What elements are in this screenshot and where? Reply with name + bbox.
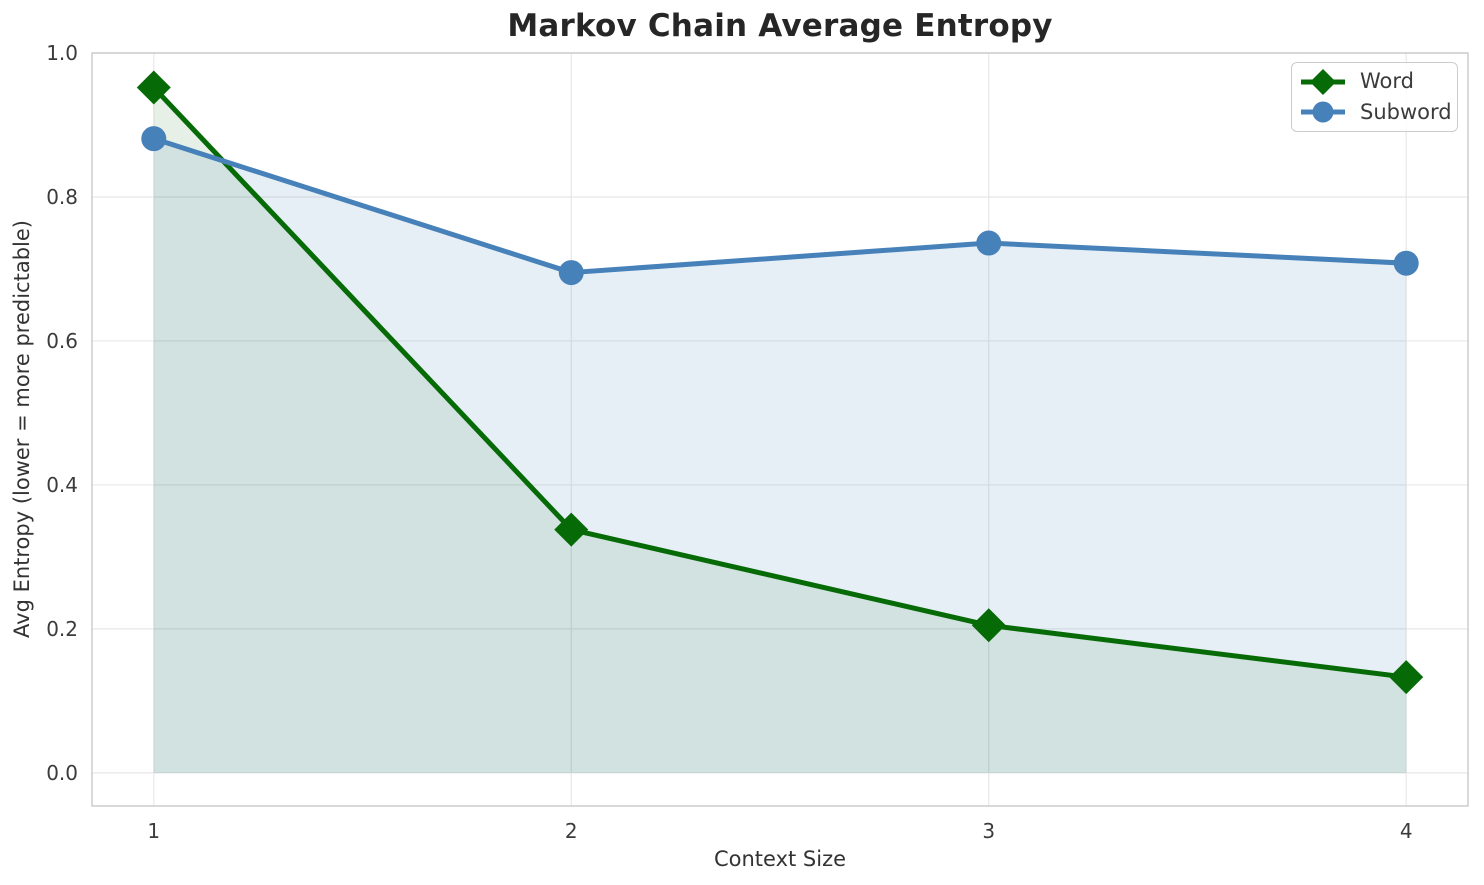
legend-item-subword: Subword <box>1292 97 1457 127</box>
legend-item-word: Word <box>1292 67 1457 97</box>
y-tick-label: 1.0 <box>46 41 78 65</box>
word-marker <box>971 608 1006 643</box>
word-area-fill <box>153 87 1407 773</box>
subword-marker <box>1393 250 1419 276</box>
word-marker <box>1389 660 1424 695</box>
word-series-diamond-icon <box>1301 68 1345 95</box>
x-tick-label: 2 <box>565 819 578 843</box>
subword-series-circle-icon <box>1301 101 1345 123</box>
y-tick-label: 0.2 <box>46 617 78 641</box>
subword-marker <box>976 230 1002 256</box>
y-axis-label: Avg Entropy (lower = more predictable) <box>10 220 34 638</box>
word-line <box>151 85 1409 680</box>
x-tick-label: 1 <box>147 819 160 843</box>
y-tick-label: 0.4 <box>46 473 78 497</box>
legend: Word Subword <box>1291 62 1458 132</box>
legend-label-subword: Subword <box>1360 99 1452 124</box>
subword-line <box>151 136 1409 276</box>
x-tick-label: 4 <box>1400 819 1413 843</box>
chart-title: Markov Chain Average Entropy <box>507 8 1053 44</box>
word-marker <box>554 512 589 547</box>
legend-label-word: Word <box>1360 69 1414 94</box>
y-tick-label: 0.8 <box>46 185 78 209</box>
x-axis-label: Context Size <box>713 847 847 871</box>
x-tick-label: 3 <box>982 819 995 843</box>
y-tick-label: 0.0 <box>46 761 78 785</box>
subword-area-fill <box>153 138 1407 773</box>
subword-marker <box>141 126 167 152</box>
subword-marker <box>558 260 584 286</box>
y-tick-label: 0.6 <box>46 329 78 353</box>
word-marker <box>136 70 171 105</box>
plot-frame <box>91 52 1469 807</box>
